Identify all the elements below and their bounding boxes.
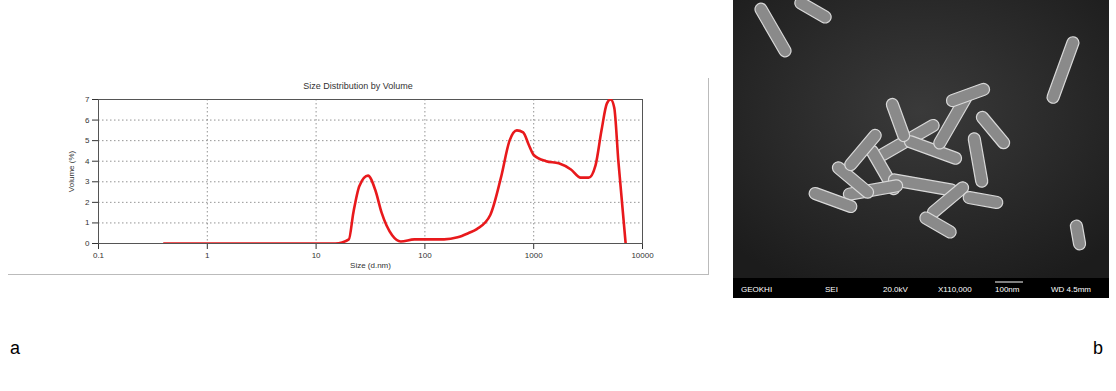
svg-text:10000: 10000 [631, 251, 654, 260]
svg-text:0: 0 [85, 239, 90, 248]
svg-text:3: 3 [85, 177, 90, 186]
html-text:a: a [10, 338, 20, 358]
svg-text:5: 5 [85, 136, 90, 145]
html-text:Size Distribution by Volume: Size Distribution by Volume [303, 81, 413, 91]
svg-text:1: 1 [85, 218, 90, 227]
svg-text:2: 2 [85, 198, 90, 207]
svg-text:X110,000: X110,000 [938, 285, 972, 294]
svg-text:Volume (%): Volume (%) [67, 150, 76, 192]
svg-text:0.1: 0.1 [93, 251, 105, 260]
svg-text:100: 100 [418, 251, 432, 260]
html-text:b: b [1093, 338, 1103, 358]
svg-text:Size (d.nm): Size (d.nm) [350, 261, 391, 270]
svg-text:1000: 1000 [525, 251, 543, 260]
svg-text:SEI: SEI [825, 285, 838, 294]
svg-text:4: 4 [85, 157, 90, 166]
svg-text:7: 7 [85, 95, 90, 104]
svg-text:20.0kV: 20.0kV [883, 285, 909, 294]
svg-text:GEOKHI: GEOKHI [741, 285, 772, 294]
svg-text:6: 6 [85, 116, 90, 125]
svg-text:100nm: 100nm [995, 285, 1020, 294]
svg-text:1: 1 [205, 251, 210, 260]
svg-text:WD 4.5mm: WD 4.5mm [1051, 285, 1091, 294]
svg-text:10: 10 [312, 251, 321, 260]
